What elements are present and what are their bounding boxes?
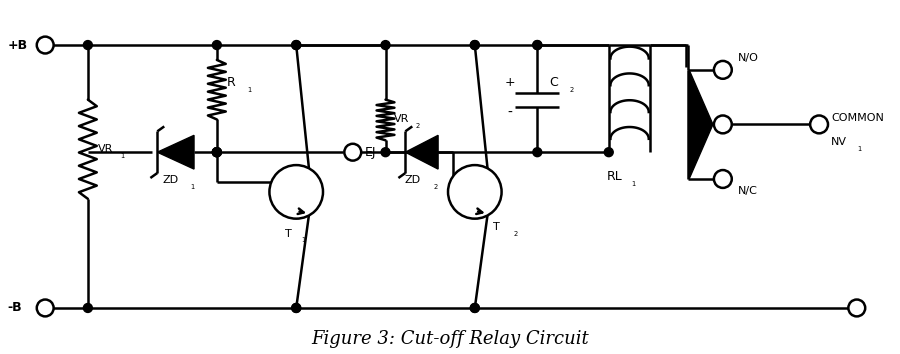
Text: $_1$: $_1$ [120, 151, 125, 161]
Circle shape [212, 148, 221, 157]
Circle shape [292, 41, 301, 50]
Text: -B: -B [7, 302, 22, 314]
Circle shape [471, 303, 480, 313]
Text: ZD: ZD [162, 175, 178, 185]
Text: T: T [284, 229, 292, 239]
Text: R: R [227, 76, 236, 89]
Polygon shape [158, 135, 194, 169]
Text: $_2$: $_2$ [569, 85, 575, 95]
Text: $_2$: $_2$ [433, 182, 439, 192]
Circle shape [84, 303, 93, 313]
Circle shape [533, 41, 542, 50]
Text: $_2$: $_2$ [512, 229, 518, 239]
Text: $_1$: $_1$ [247, 85, 252, 95]
Circle shape [471, 303, 480, 313]
Circle shape [714, 115, 732, 133]
Circle shape [714, 170, 732, 188]
Polygon shape [405, 135, 438, 169]
Text: $_1$: $_1$ [857, 144, 862, 154]
Text: N/O: N/O [738, 53, 759, 63]
Text: T: T [492, 222, 500, 232]
Text: Figure 3: Cut-off Relay Circuit: Figure 3: Cut-off Relay Circuit [311, 330, 589, 348]
Text: +: + [504, 76, 515, 89]
Text: $_1$: $_1$ [302, 235, 307, 245]
Circle shape [471, 41, 480, 50]
Circle shape [37, 36, 54, 53]
Text: N/C: N/C [738, 186, 758, 196]
Text: COMMON: COMMON [831, 114, 884, 124]
Circle shape [212, 148, 221, 157]
Circle shape [292, 303, 301, 313]
Text: +B: +B [7, 39, 28, 52]
Text: NV: NV [831, 137, 847, 147]
Circle shape [269, 165, 323, 219]
Circle shape [471, 41, 480, 50]
Circle shape [714, 61, 732, 79]
Text: EJ: EJ [364, 146, 376, 159]
Text: ZD: ZD [404, 175, 420, 185]
Circle shape [84, 41, 93, 50]
Circle shape [212, 148, 221, 157]
Polygon shape [689, 70, 713, 124]
Text: VR: VR [393, 114, 409, 125]
Text: C: C [549, 76, 558, 89]
Polygon shape [689, 124, 713, 179]
Circle shape [810, 115, 828, 133]
Circle shape [448, 165, 501, 219]
Text: $_2$: $_2$ [415, 121, 421, 131]
Circle shape [212, 148, 221, 157]
Circle shape [292, 41, 301, 50]
Circle shape [37, 299, 54, 316]
Text: $_1$: $_1$ [190, 182, 196, 192]
Circle shape [292, 303, 301, 313]
Text: RL: RL [607, 171, 623, 183]
Text: VR: VR [98, 144, 113, 154]
Circle shape [604, 148, 613, 157]
Text: -: - [507, 105, 512, 120]
Circle shape [381, 148, 390, 157]
Circle shape [533, 148, 542, 157]
Circle shape [533, 41, 542, 50]
Circle shape [212, 41, 221, 50]
Circle shape [381, 41, 390, 50]
Circle shape [849, 299, 865, 316]
Circle shape [345, 144, 361, 161]
Text: $_1$: $_1$ [631, 179, 636, 189]
